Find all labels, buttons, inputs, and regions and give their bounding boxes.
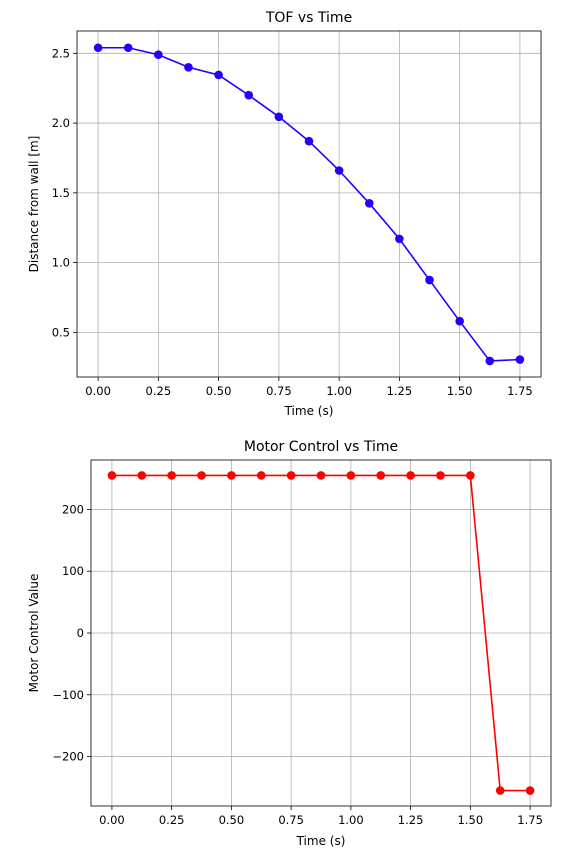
- tof-data-point: [123, 43, 133, 53]
- tof-line-path: [98, 46, 520, 362]
- tof-data-point: [485, 356, 495, 366]
- tof-x-tick-label: 0.25: [146, 384, 172, 398]
- tof-data-point: [154, 50, 163, 60]
- tof-data-point: [274, 112, 284, 122]
- tof-data-point: [425, 275, 434, 285]
- tof-grid: [77, 31, 541, 377]
- motor-grid: [91, 460, 551, 806]
- tof-chart-title: TOF vs Time: [265, 10, 352, 26]
- tof-chart: 0.00 0.25 0.50 0.75 1.00 1.25 1.50 1.75 0.5 1.0 1…: [27, 10, 542, 418]
- motor-y-tick-label: 200: [62, 502, 84, 516]
- motor-y-tick-label: −100: [52, 688, 84, 702]
- motor-series-points: [107, 471, 535, 795]
- motor-x-tick-label: 1.25: [398, 813, 424, 827]
- motor-data-point: [406, 471, 415, 480]
- tof-x-tick-label: 1.00: [326, 384, 352, 398]
- motor-data-point: [495, 786, 505, 795]
- motor-y-tick-label: −200: [52, 750, 84, 764]
- motor-data-point: [197, 471, 206, 480]
- motor-x-tick-label: 1.00: [338, 813, 364, 827]
- tof-y-axis-label: Distance from wall [m]: [27, 136, 41, 273]
- motor-chart-title: Motor Control vs Time: [244, 439, 398, 455]
- motor-data-point: [466, 471, 475, 480]
- motor-y-tick-label: 0: [77, 626, 84, 640]
- tof-x-axis-label: Time (s): [284, 404, 334, 418]
- motor-x-tick-label: 1.50: [458, 813, 484, 827]
- tof-y-tick-label: 2.5: [52, 46, 70, 60]
- tof-x-tick-label: 1.25: [387, 384, 413, 398]
- tof-plot-frame: [76, 30, 542, 378]
- motor-x-ticks: 0.00 0.25 0.50 0.75 1.00 1.25 1.50 1.75: [99, 806, 543, 827]
- motor-x-axis-label: Time (s): [296, 834, 346, 848]
- motor-data-point: [167, 471, 176, 480]
- tof-data-point: [244, 90, 254, 100]
- tof-x-tick-label: 1.50: [447, 384, 473, 398]
- motor-data-point: [316, 471, 326, 480]
- motor-data-point: [137, 471, 147, 480]
- tof-data-point: [93, 43, 103, 53]
- tof-x-ticks: 0.00 0.25 0.50 0.75 1.00 1.25 1.50 1.75: [85, 377, 533, 398]
- tof-series-points: [93, 43, 525, 366]
- motor-x-tick-label: 1.75: [517, 813, 543, 827]
- tof-data-point: [214, 70, 223, 80]
- motor-chart: 0.00 0.25 0.50 0.75 1.00 1.25 1.50 1.75 −200 −10…: [27, 439, 552, 848]
- tof-y-tick-label: 1.0: [52, 256, 70, 270]
- motor-data-point: [256, 471, 266, 480]
- motor-data-point: [227, 471, 236, 480]
- motor-data-point: [376, 471, 386, 480]
- motor-data-point: [525, 786, 535, 795]
- tof-y-ticks: 0.5 1.0 1.5 2.0 2.5: [52, 46, 77, 339]
- tof-y-tick-label: 1.5: [52, 186, 70, 200]
- tof-data-point: [304, 136, 314, 146]
- motor-x-tick-label: 0.50: [219, 813, 245, 827]
- tof-data-point: [364, 199, 374, 208]
- tof-x-tick-label: 0.75: [266, 384, 292, 398]
- tof-x-tick-label: 0.50: [206, 384, 232, 398]
- tof-data-point: [455, 316, 464, 326]
- motor-y-ticks: −200 −100 0 100 200: [52, 502, 91, 764]
- tof-series-line: [98, 46, 520, 362]
- motor-x-tick-label: 0.00: [99, 813, 125, 827]
- motor-data-point: [107, 471, 117, 480]
- tof-x-tick-label: 0.00: [85, 384, 111, 398]
- tof-y-tick-label: 0.5: [52, 325, 70, 339]
- motor-x-tick-label: 0.75: [278, 813, 304, 827]
- tof-data-point: [184, 62, 193, 72]
- motor-data-point: [436, 471, 445, 480]
- tof-data-point: [395, 234, 404, 244]
- tof-y-tick-label: 2.0: [52, 116, 70, 130]
- motor-data-point: [286, 471, 296, 480]
- motor-y-axis-label: Motor Control Value: [27, 574, 41, 693]
- motor-x-tick-label: 0.25: [159, 813, 185, 827]
- tof-data-point: [334, 166, 344, 175]
- motor-y-tick-label: 100: [62, 564, 84, 578]
- motor-plot-frame: [90, 459, 552, 807]
- tof-x-tick-label: 1.75: [507, 384, 533, 398]
- motor-data-point: [346, 471, 356, 480]
- tof-data-point: [515, 355, 525, 364]
